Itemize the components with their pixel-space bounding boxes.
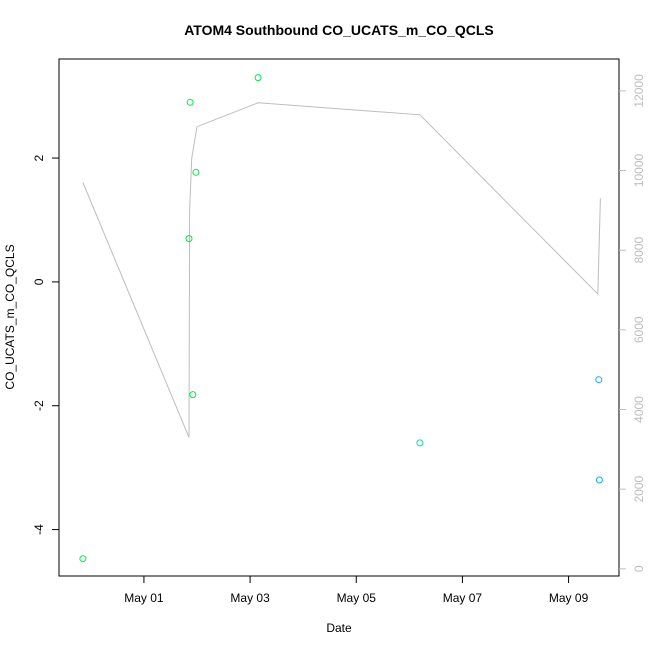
- y-right-tick-label: 10000: [632, 153, 646, 187]
- y-tick-label: 0: [32, 278, 46, 285]
- y-axis: -4 -2 0 2: [32, 154, 59, 535]
- y-axis-right: 0 2000 4000 6000 8000 10000 12000: [619, 74, 646, 572]
- data-point: [192, 168, 200, 176]
- y-right-tick-label: 2000: [632, 476, 646, 503]
- x-axis-title: Date: [326, 621, 352, 635]
- data-point: [595, 376, 603, 384]
- x-tick-label: May 05: [337, 591, 377, 605]
- data-point: [186, 98, 194, 106]
- data-point: [416, 439, 424, 447]
- x-tick-label: May 03: [230, 591, 270, 605]
- y-tick-label: -4: [32, 524, 46, 535]
- y-right-tick-label: 6000: [632, 316, 646, 343]
- x-axis: May 01 May 03 May 05 May 07 May 09: [124, 576, 589, 605]
- data-point: [185, 235, 193, 243]
- chart-title: ATOM4 Southbound CO_UCATS_m_CO_QCLS: [184, 22, 494, 38]
- y-right-tick-label: 0: [632, 565, 646, 572]
- altitude-layer: [82, 102, 601, 438]
- data-point: [254, 74, 262, 82]
- x-tick-label: May 07: [443, 591, 483, 605]
- y-tick-label: 2: [32, 154, 46, 161]
- y-right-tick-label: 8000: [632, 237, 646, 264]
- x-tick-label: May 01: [124, 591, 164, 605]
- data-point: [595, 476, 603, 484]
- points-layer: [79, 74, 603, 563]
- data-point: [189, 391, 197, 399]
- data-point: [79, 555, 87, 563]
- y-right-tick-label: 12000: [632, 74, 646, 108]
- y-right-tick-label: 4000: [632, 396, 646, 423]
- y-tick-label: -2: [32, 400, 46, 411]
- altitude-line: [82, 102, 601, 438]
- y-axis-title: CO_UCATS_m_CO_QCLS: [3, 244, 17, 389]
- plot-frame: [58, 58, 620, 577]
- x-tick-label: May 09: [549, 591, 589, 605]
